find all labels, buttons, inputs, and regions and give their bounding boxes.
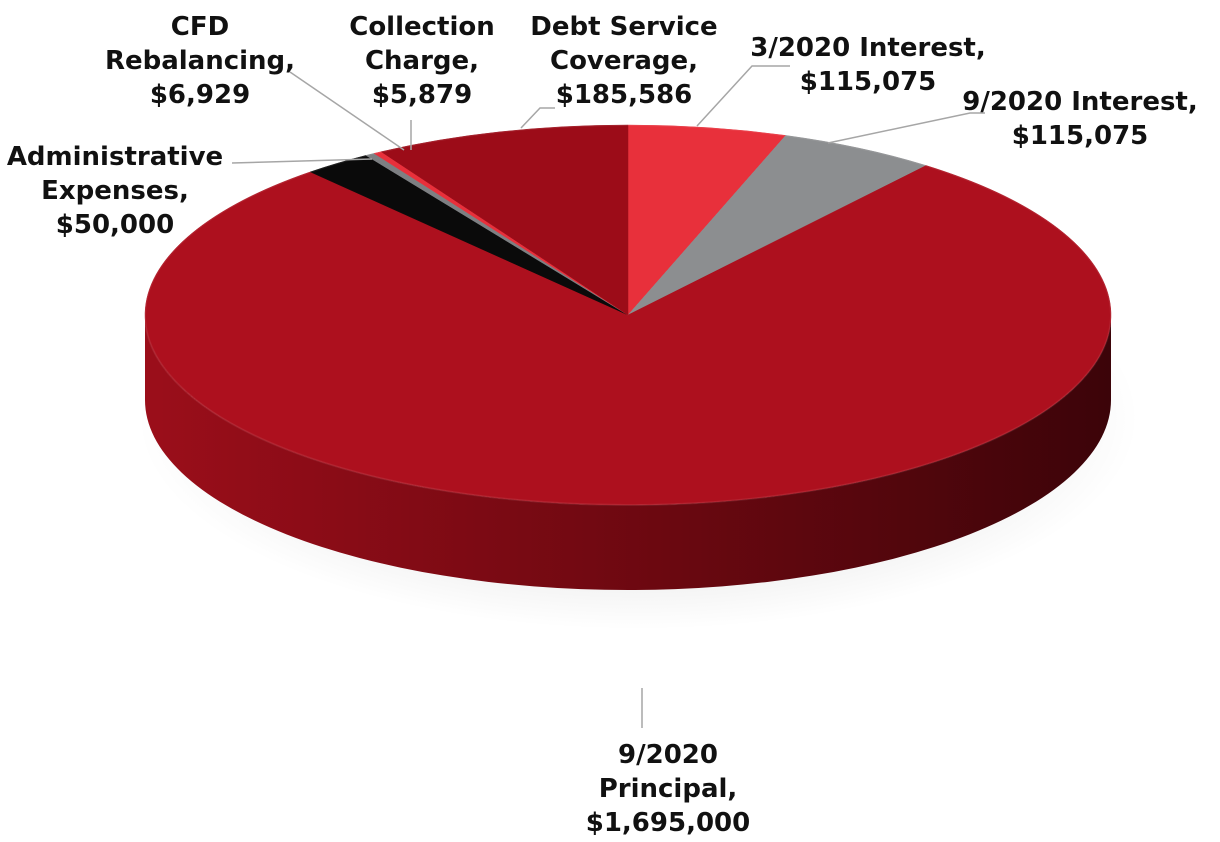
leader-line <box>231 158 373 164</box>
pie-slice-9-2020-principal <box>144 165 1112 506</box>
data-label: 9/2020 Interest, $115,075 <box>962 87 1198 151</box>
pie-top-rim <box>144 124 1112 506</box>
pie-slice-debt-service-coverage <box>380 124 629 316</box>
data-label: 9/2020 Principal, $1,695,000 <box>586 740 750 838</box>
pie-slice-9-2020-interest <box>627 135 927 316</box>
data-label: Administrative Expenses, $50,000 <box>7 142 223 240</box>
data-label: CFD Rebalancing, $6,929 <box>105 12 295 110</box>
leader-line <box>696 65 790 127</box>
leader-line <box>289 71 405 151</box>
leader-line <box>827 112 985 144</box>
pie-side-wall <box>145 315 1111 590</box>
data-label: 3/2020 Interest, $115,075 <box>750 33 986 97</box>
data-label: Debt Service Coverage, $185,586 <box>530 12 717 110</box>
pie-slice-3-2020-interest <box>627 124 787 316</box>
leader-line <box>520 107 555 129</box>
data-label: Collection Charge, $5,879 <box>349 12 495 110</box>
